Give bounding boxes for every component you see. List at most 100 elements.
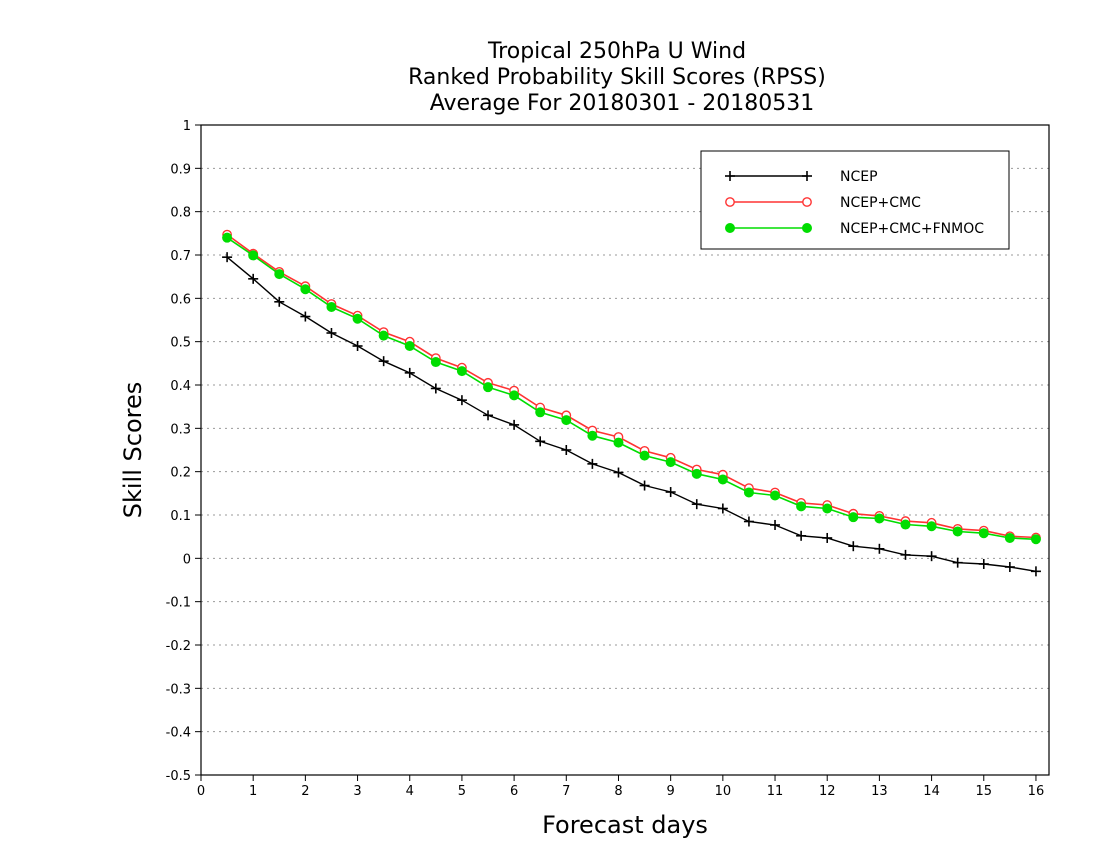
x-tick-label: 12: [819, 784, 836, 799]
legend-ncep-cmc-point: [802, 197, 812, 207]
ncep-cmc-fnmoc-point: [822, 503, 833, 514]
legend-ncep-cmc-fnmoc-point: [725, 223, 735, 233]
ncep-cmc-fnmoc-point: [1030, 534, 1041, 545]
ncep-cmc-fnmoc-point: [300, 284, 311, 295]
ncep-point: [900, 549, 911, 560]
ncep-cmc-fnmoc-point: [378, 330, 389, 341]
y-tick-label: -0.2: [166, 639, 191, 654]
ncep-point: [248, 273, 259, 284]
x-tick-label: 11: [767, 784, 784, 799]
series-group: [222, 229, 1041, 577]
x-tick-label: 16: [1028, 784, 1045, 799]
x-tick-label: 2: [301, 784, 309, 799]
ncep-point: [535, 436, 546, 447]
ncep-point: [1030, 566, 1041, 577]
y-tick-label: -0.5: [166, 769, 191, 784]
x-tick-label: 14: [923, 784, 940, 799]
ncep-point: [300, 311, 311, 322]
ncep-cmc-fnmoc-point: [1004, 532, 1015, 543]
chart-title-line-2: Ranked Probability Skill Scores (RPSS): [408, 65, 826, 90]
ncep-cmc-fnmoc-point: [222, 232, 233, 243]
ncep-cmc-fnmoc-point: [900, 519, 911, 530]
series-ncep-cmc-fnmoc: [222, 232, 1041, 545]
legend-box: [700, 150, 1010, 250]
ncep-cmc-fnmoc-point: [456, 366, 467, 377]
ncep-point: [665, 487, 676, 498]
legend: NCEP NCEP+CMC NCEP+CMC+FNMOC: [700, 150, 1010, 250]
plot-frame: [200, 124, 1050, 776]
ncep-point: [952, 557, 963, 568]
y-tick-label: -0.4: [166, 726, 191, 741]
ncep-cmc-fnmoc-point: [874, 513, 885, 524]
x-tick-label: 7: [562, 784, 570, 799]
ncep-cmc-fnmoc-point: [404, 341, 415, 351]
ncep-point: [926, 551, 937, 562]
ncep-point: [770, 519, 781, 530]
y-axis-label: Skill Scores: [119, 382, 147, 519]
ncep-cmc-fnmoc-point: [352, 313, 363, 324]
series-line-ncep: [226, 256, 1037, 572]
chart-title-line-3: Average For 20180301 - 20180531: [430, 91, 815, 116]
y-tick-label: 0.4: [170, 379, 191, 394]
ncep-cmc-fnmoc-point: [796, 501, 807, 512]
ncep-point: [743, 516, 754, 527]
y-tick-label: -0.1: [166, 596, 191, 611]
ncep-cmc-fnmoc-point: [274, 269, 285, 280]
y-tick-label: 0.1: [170, 509, 191, 524]
chart-title-line-1: Tropical 250hPa U Wind: [487, 39, 746, 64]
legend-entry-ncep-cmc-fnmoc: NCEP+CMC+FNMOC: [725, 221, 984, 237]
ncep-point: [483, 410, 494, 421]
y-tick-label: 0.8: [170, 206, 191, 221]
y-tick-label: 0: [183, 552, 191, 567]
series-ncep: [222, 252, 1041, 577]
x-axis-label: Forecast days: [542, 811, 708, 839]
x-tick-label: 4: [406, 784, 414, 799]
ncep-cmc-fnmoc-point: [430, 357, 441, 368]
ncep-point: [378, 356, 389, 367]
y-tick-label: 1: [183, 119, 191, 134]
ncep-point: [326, 328, 337, 338]
x-tick-label: 13: [871, 784, 888, 799]
legend-label: NCEP+CMC: [840, 195, 921, 211]
y-tick-label: 0.7: [170, 249, 191, 264]
ncep-point: [352, 341, 363, 351]
ncep-point: [404, 367, 415, 378]
ncep-cmc-fnmoc-point: [978, 528, 989, 539]
x-tick-label: 10: [715, 784, 732, 799]
x-tick-label: 8: [614, 784, 622, 799]
ncep-cmc-fnmoc-point: [717, 474, 728, 485]
series-line-ncep-cmc: [226, 233, 1037, 539]
ncep-cmc-fnmoc-point: [587, 430, 598, 441]
x-tick-label: 3: [353, 784, 361, 799]
series-line-ncep-cmc-fnmoc: [226, 237, 1037, 541]
ncep-cmc-fnmoc-point: [770, 490, 781, 501]
ncep-point: [874, 543, 885, 554]
y-tick-label: 0.6: [170, 292, 191, 307]
ncep-point: [613, 467, 624, 478]
legend-ncep-cmc-fnmoc-point: [802, 223, 812, 233]
ncep-point: [717, 503, 728, 514]
ncep-point: [587, 458, 598, 469]
ncep-point: [456, 395, 467, 406]
ncep-point: [509, 419, 520, 430]
legend-ncep-cmc-point: [725, 197, 735, 207]
ncep-cmc-fnmoc-point: [483, 382, 494, 393]
legend-entry-ncep: NCEP: [725, 169, 878, 185]
ncep-point: [639, 480, 650, 491]
x-tick-label: 15: [975, 784, 992, 799]
x-tick-label: 6: [510, 784, 518, 799]
ncep-point: [691, 499, 702, 510]
legend-label: NCEP+CMC+FNMOC: [840, 221, 984, 237]
legend-ncep-point: [802, 171, 812, 181]
y-tick-label: 0.9: [170, 162, 191, 177]
legend-entry-ncep-cmc: NCEP+CMC: [725, 195, 921, 211]
ncep-point: [1004, 562, 1015, 572]
ncep-cmc-fnmoc-point: [326, 302, 337, 312]
ncep-cmc-fnmoc-point: [639, 450, 650, 461]
y-tick-label: 0.3: [170, 422, 191, 437]
ncep-cmc-fnmoc-point: [952, 526, 963, 537]
axis-ticks: -0.5 -0.4 -0.3 -0.2 -0.1 0 0.1 0.2 0.3 0.4 0.5 0.6 0…: [166, 119, 1045, 799]
ncep-cmc-fnmoc-point: [561, 415, 572, 426]
ncep-cmc-fnmoc-point: [613, 437, 624, 448]
series-ncep-cmc: [222, 229, 1041, 543]
